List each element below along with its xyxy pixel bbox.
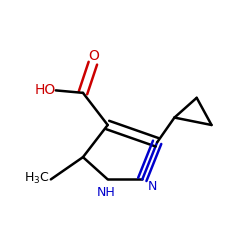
Text: NH: NH: [97, 186, 116, 200]
Text: N: N: [148, 180, 157, 193]
Text: O: O: [89, 49, 100, 63]
Text: HO: HO: [35, 84, 56, 98]
Text: H$_3$C: H$_3$C: [24, 170, 50, 186]
